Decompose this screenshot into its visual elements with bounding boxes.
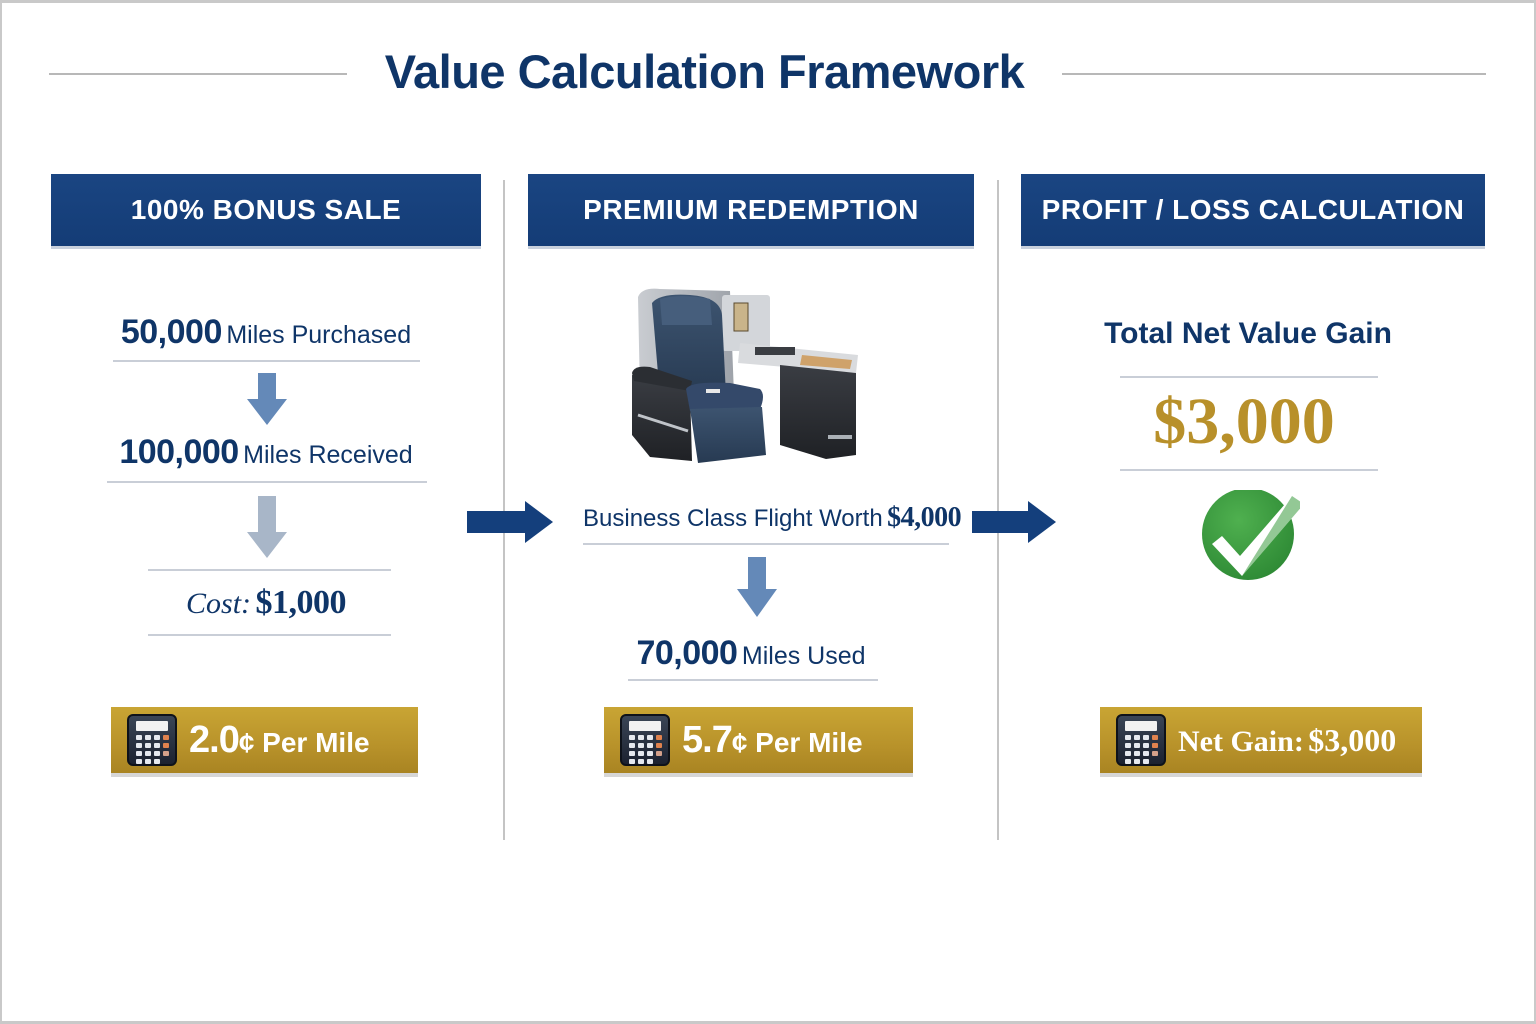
business-class-seat-image xyxy=(632,288,858,463)
down-arrow-icon xyxy=(247,373,287,425)
calculator-icon xyxy=(127,714,177,766)
step-label: Business Class Flight Worth xyxy=(583,505,883,532)
summary-label: Total Net Value Gain xyxy=(1104,317,1392,350)
down-arrow-icon xyxy=(247,496,287,560)
step-miles-purchased: 50,000 Miles Purchased xyxy=(51,313,481,352)
divider-rule xyxy=(107,481,427,483)
right-arrow-icon xyxy=(972,501,1058,543)
divider-rule xyxy=(148,569,391,571)
checkmark-icon xyxy=(1202,490,1300,580)
page-title: Value Calculation Framework xyxy=(384,45,1025,98)
cost-per-mile-badge: 2.0¢ Per Mile xyxy=(111,707,418,773)
step-value: $1,000 xyxy=(255,584,346,621)
step-label: Miles Received xyxy=(243,441,413,469)
column-header: PREMIUM REDEMPTION xyxy=(528,174,974,246)
step-prefix: Cost: xyxy=(186,587,252,620)
calculator-icon xyxy=(620,714,670,766)
step-label: Miles Purchased xyxy=(226,321,412,349)
divider-rule xyxy=(148,634,391,636)
step-value: 100,000 xyxy=(119,433,239,471)
step-value: $4,000 xyxy=(887,502,962,533)
net-value-amount: $3,000 xyxy=(1153,385,1335,458)
column-header: PROFIT / LOSS CALCULATION xyxy=(1021,174,1485,246)
divider-rule xyxy=(628,679,878,681)
calculator-icon xyxy=(1116,714,1166,766)
value-per-mile-badge: 5.7¢ Per Mile xyxy=(604,707,913,773)
divider-rule xyxy=(1120,469,1378,471)
badge-label: Net Gain: xyxy=(1178,724,1304,758)
column-divider xyxy=(503,180,505,840)
column-header: 100% BONUS SALE xyxy=(51,174,481,246)
divider-rule xyxy=(583,543,949,545)
badge-unit: ¢ Per Mile xyxy=(238,726,370,758)
step-value: 50,000 xyxy=(120,313,223,351)
step-miles-received: 100,000 Miles Received xyxy=(51,433,481,472)
divider-rule xyxy=(1120,376,1378,378)
step-label: Miles Used xyxy=(741,642,866,670)
down-arrow-icon xyxy=(737,557,777,617)
step-flight-worth: Business Class Flight Worth $4,000 xyxy=(583,502,962,534)
right-arrow-icon xyxy=(467,501,553,543)
column-divider xyxy=(997,180,999,840)
net-gain-badge: Net Gain: $3,000 xyxy=(1100,707,1422,773)
badge-value: 2.0 xyxy=(189,718,240,761)
step-cost: Cost: $1,000 xyxy=(51,584,481,622)
badge-value: $3,000 xyxy=(1308,721,1397,758)
divider-rule xyxy=(113,360,420,362)
badge-value: 5.7 xyxy=(682,718,733,761)
step-value: 70,000 xyxy=(636,634,738,672)
title-rule-left xyxy=(49,73,347,75)
badge-unit: ¢ Per Mile xyxy=(731,726,863,758)
step-miles-used: 70,000 Miles Used xyxy=(583,634,919,673)
title-rule-right xyxy=(1062,73,1486,75)
